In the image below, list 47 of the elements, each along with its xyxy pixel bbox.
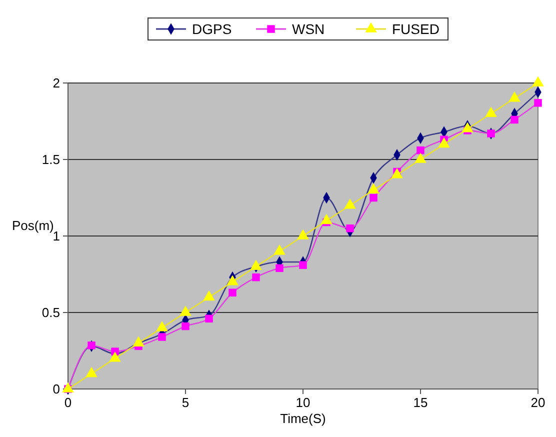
point bbox=[534, 99, 542, 107]
point bbox=[250, 260, 262, 270]
point bbox=[485, 106, 497, 117]
point bbox=[156, 321, 168, 332]
point bbox=[508, 92, 520, 102]
point bbox=[276, 264, 284, 272]
x-axis-title: Time(S) bbox=[280, 411, 326, 426]
point bbox=[299, 261, 307, 269]
x-tick-label: 5 bbox=[182, 395, 190, 410]
point bbox=[346, 224, 354, 232]
point bbox=[180, 306, 192, 316]
x-tick-label: 20 bbox=[530, 395, 546, 410]
point bbox=[226, 275, 238, 286]
point bbox=[109, 352, 121, 362]
y-tick-label: 1.5 bbox=[42, 152, 60, 168]
point bbox=[205, 314, 213, 322]
legend-label: FUSED bbox=[392, 20, 440, 37]
point bbox=[297, 229, 309, 240]
x-tick-label: 0 bbox=[64, 395, 72, 410]
point bbox=[532, 76, 544, 86]
point bbox=[274, 244, 286, 255]
y-tick-label: 1 bbox=[52, 228, 60, 244]
y-tick-label: 2 bbox=[52, 76, 60, 91]
point bbox=[391, 168, 403, 178]
point bbox=[462, 122, 474, 132]
point bbox=[228, 288, 236, 296]
x-tick-label: 10 bbox=[296, 395, 310, 410]
point bbox=[416, 146, 424, 154]
legend-label: WSN bbox=[292, 20, 325, 37]
point bbox=[203, 290, 215, 301]
point bbox=[320, 214, 332, 224]
point bbox=[252, 273, 260, 282]
point bbox=[438, 137, 450, 148]
x-tick-label: 15 bbox=[413, 395, 428, 410]
point bbox=[414, 152, 426, 163]
point bbox=[368, 183, 380, 194]
y-axis-title: Pos(m) bbox=[12, 218, 54, 233]
y-tick-label: 0 bbox=[52, 382, 60, 397]
point bbox=[86, 366, 98, 378]
point bbox=[158, 333, 166, 341]
legend-label: DGPS bbox=[192, 20, 232, 37]
point bbox=[88, 342, 96, 350]
point bbox=[182, 322, 190, 330]
point bbox=[510, 116, 518, 124]
point bbox=[370, 194, 378, 202]
point bbox=[344, 198, 356, 209]
y-tick-label: 0.5 bbox=[42, 305, 60, 320]
